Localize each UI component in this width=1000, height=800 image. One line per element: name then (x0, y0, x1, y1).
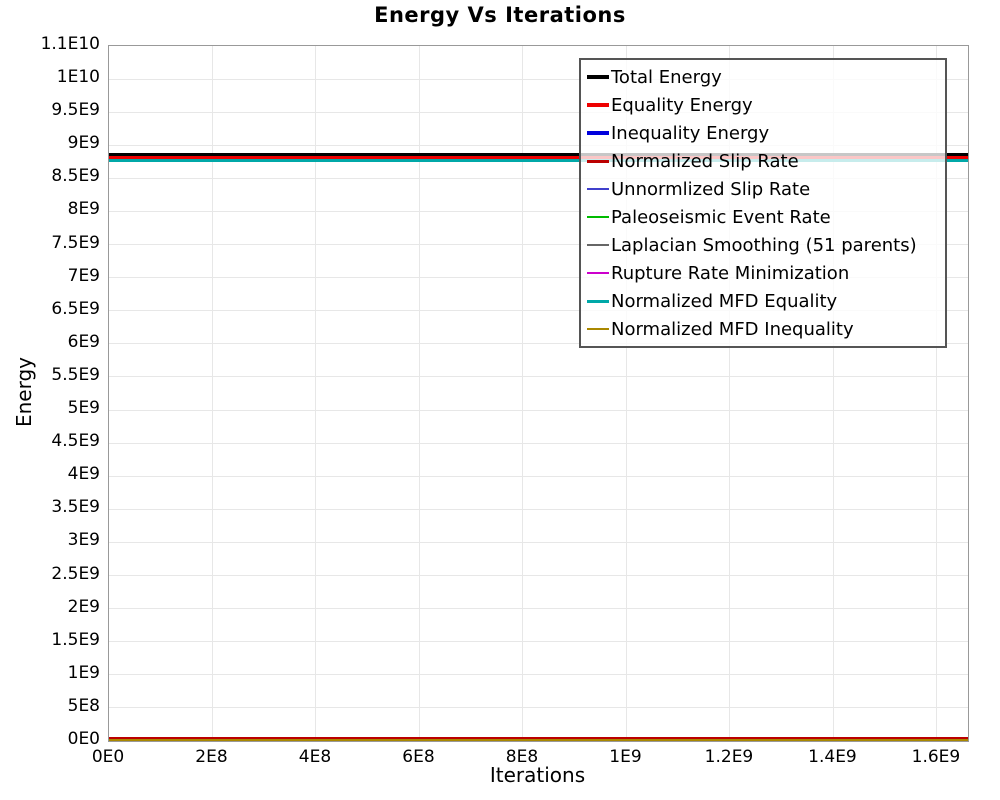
y-tick-label: 0E0 (67, 729, 100, 749)
v-gridline (418, 46, 420, 741)
legend-swatch-rupture-rate-minimization (587, 272, 609, 274)
v-gridline (625, 46, 627, 741)
h-gridline (109, 78, 968, 80)
h-gridline (109, 210, 968, 212)
legend-item-total-energy: Total Energy (587, 63, 941, 91)
y-tick-label: 2E9 (67, 596, 100, 617)
legend-label: Inequality Energy (611, 122, 770, 144)
h-gridline (109, 575, 968, 577)
legend-item-normalized-mfd-inequality: Normalized MFD Inequality (587, 315, 941, 343)
y-tick-label: 9E9 (67, 133, 100, 154)
legend-label: Laplacian Smoothing (51 parents) (611, 234, 917, 256)
legend-swatch-unnormlized-slip-rate (587, 188, 609, 190)
legend-swatch-total-energy (587, 75, 609, 79)
legend-label: Total Energy (611, 66, 722, 88)
legend-swatch-normalized-mfd-inequality (587, 328, 609, 330)
v-gridline (729, 46, 731, 741)
h-gridline (109, 475, 968, 477)
legend-item-rupture-rate-minimization: Rupture Rate Minimization (587, 259, 941, 287)
legend-swatch-paleoseismic-event-rate (587, 216, 609, 218)
x-tick-label: 0E0 (91, 747, 125, 767)
series-line-normalized-mfd-inequality (109, 739, 968, 741)
y-tick-label: 3E9 (67, 530, 100, 551)
legend-item-inequality-energy: Inequality Energy (587, 119, 941, 147)
legend-item-laplacian-smoothing-51-parents: Laplacian Smoothing (51 parents) (587, 231, 941, 259)
x-axis-label: Iterations (489, 763, 586, 787)
y-tick-label: 2.5E9 (51, 563, 100, 584)
h-gridline (109, 310, 968, 312)
legend: Total Energy Equality Energy Inequality En… (579, 58, 947, 348)
v-gridline (315, 46, 317, 741)
h-gridline (109, 641, 968, 643)
y-tick-label: 1E10 (56, 67, 100, 88)
x-tick-label: 1.2E9 (704, 747, 754, 767)
h-gridline (109, 707, 968, 709)
legend-label: Unnormlized Slip Rate (611, 178, 811, 200)
y-tick-label: 9.5E9 (51, 100, 100, 121)
series-line-total-energy (109, 152, 968, 157)
v-gridline (936, 46, 938, 741)
legend-label: Paleoseismic Event Rate (611, 206, 831, 228)
y-tick-label: 4E9 (67, 464, 100, 485)
v-gridline (832, 46, 834, 741)
x-tick-label: 1E9 (609, 747, 642, 767)
h-gridline (109, 343, 968, 345)
series-line-equality-energy (109, 155, 968, 160)
series-line-normalized-slip-rate (109, 736, 968, 740)
h-gridline (109, 541, 968, 543)
series-line-normalized-mfd-equality (109, 159, 968, 162)
y-tick-label: 8E9 (67, 199, 100, 220)
plot-area: Total Energy Equality Energy Inequality En… (108, 45, 969, 742)
h-gridline (109, 244, 968, 246)
legend-item-paleoseismic-event-rate: Paleoseismic Event Rate (587, 203, 941, 231)
legend-item-unnormlized-slip-rate: Unnormlized Slip Rate (587, 175, 941, 203)
legend-swatch-inequality-energy (587, 131, 609, 135)
legend-item-normalized-mfd-equality: Normalized MFD Equality (587, 287, 941, 315)
legend-swatch-laplacian-smoothing-51-parents (587, 244, 609, 246)
legend-swatch-equality-energy (587, 103, 609, 107)
y-tick-label: 1.1E10 (40, 34, 100, 54)
y-tick-label: 4.5E9 (51, 431, 100, 452)
x-tick-label: 4E8 (298, 747, 332, 767)
x-tick-label: 2E8 (195, 747, 228, 767)
y-tick-label: 1E9 (67, 662, 100, 683)
chart-title: Energy Vs Iterations (374, 3, 626, 27)
legend-swatch-normalized-mfd-equality (587, 299, 609, 303)
h-gridline (109, 277, 968, 279)
x-tick-label: 1.6E9 (911, 747, 961, 767)
x-tick-label: 6E8 (402, 747, 435, 767)
v-gridline (522, 46, 524, 741)
h-gridline (109, 608, 968, 610)
h-gridline (109, 376, 968, 378)
v-gridline (211, 46, 213, 741)
y-tick-label: 5.5E9 (51, 364, 100, 385)
legend-label: Equality Energy (611, 94, 753, 116)
y-tick-label: 5E9 (67, 398, 100, 419)
y-tick-label: 6.5E9 (51, 298, 100, 319)
y-tick-label: 7E9 (67, 265, 100, 286)
legend-label: Normalized MFD Equality (611, 290, 838, 312)
h-gridline (109, 508, 968, 510)
legend-item-normalized-slip-rate: Normalized Slip Rate (587, 147, 941, 175)
x-tick-label: 8E8 (505, 747, 539, 767)
y-tick-label: 8.5E9 (51, 166, 100, 187)
y-tick-label: 1.5E9 (51, 629, 100, 650)
y-tick-label: 6E9 (67, 331, 100, 352)
y-tick-label: 3.5E9 (51, 497, 100, 518)
legend-label: Normalized Slip Rate (611, 150, 799, 172)
y-tick-label: 5E8 (67, 695, 100, 716)
h-gridline (109, 409, 968, 411)
h-gridline (109, 144, 968, 146)
h-gridline (109, 177, 968, 179)
h-gridline (109, 674, 968, 676)
legend-swatch-normalized-slip-rate (587, 159, 609, 163)
legend-label: Rupture Rate Minimization (611, 262, 850, 284)
legend-item-equality-energy: Equality Energy (587, 91, 941, 119)
y-tick-label: 7.5E9 (51, 232, 100, 253)
h-gridline (109, 111, 968, 113)
x-tick-label: 1.4E9 (808, 747, 857, 767)
h-gridline (109, 442, 968, 444)
legend-label: Normalized MFD Inequality (611, 318, 854, 340)
